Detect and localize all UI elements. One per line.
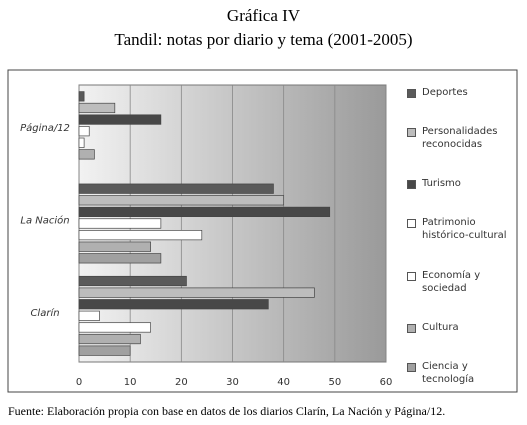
legend-label: Patrimonio histórico-cultural [422,217,507,242]
chart-title: Gráfica IV [226,6,301,25]
legend-item: Economía y sociedad [407,269,507,295]
legend-item: Patrimonio histórico-cultural [407,216,507,242]
legend-swatch [407,362,416,372]
y-tick-label: Página/12 [20,122,70,134]
y-tick-label: La Nación [20,215,69,227]
legend-swatch [407,180,416,190]
x-tick-label: 40 [277,377,290,388]
bar [78,345,131,356]
legend-label: Ciencia y tecnología [422,360,475,385]
bar [78,126,90,137]
legend-label: Economía y sociedad [422,269,481,294]
x-tick-label: 50 [328,377,341,388]
legend-swatch [407,128,416,138]
legend-swatch [407,219,416,229]
bar [78,195,285,206]
bar [78,114,162,125]
legend-swatch [407,271,416,281]
bar [78,299,269,310]
legend: Deportes Personalidades reconocidas Turism… [407,86,507,386]
x-tick-label: 10 [124,377,137,388]
legend-item: Ciencia y tecnología [407,360,507,386]
legend-item: Turismo [407,177,507,190]
bar [78,322,151,333]
bar [78,310,100,321]
bar [78,218,162,229]
bar [78,206,331,217]
bar [78,149,95,160]
bar [78,102,116,114]
chart-frame [7,69,518,393]
legend-label: Personalidades reconocidas [422,126,498,151]
bar [78,275,187,287]
legend-label: Turismo [422,178,461,190]
bar [78,137,85,148]
x-tick-label: 30 [226,377,239,388]
bar [78,253,162,264]
chart-subtitle: Tandil: notas por diario y tema (2001-20… [114,30,413,49]
chart: 0 10 20 30 40 50 60 Página/12 La Nación Clarín [7,69,518,393]
x-tick-label: 20 [175,377,188,388]
legend-label: Cultura [422,321,459,333]
x-tick-label: 60 [380,377,393,388]
bar [78,230,203,241]
bar [78,241,151,252]
legend-item: Cultura [407,321,507,334]
bar [78,183,274,194]
bar [78,333,141,345]
y-tick-label: Clarín [30,307,59,319]
legend-item: Personalidades reconocidas [407,125,507,151]
bar [78,91,85,102]
x-tick-label: 0 [76,377,82,388]
legend-label: Deportes [422,87,468,98]
bar [78,287,315,298]
source: Fuente: Elaboración propia con base en d… [8,404,446,418]
legend-swatch [407,323,416,333]
legend-item: Deportes [407,86,507,99]
legend-swatch [407,89,416,98]
